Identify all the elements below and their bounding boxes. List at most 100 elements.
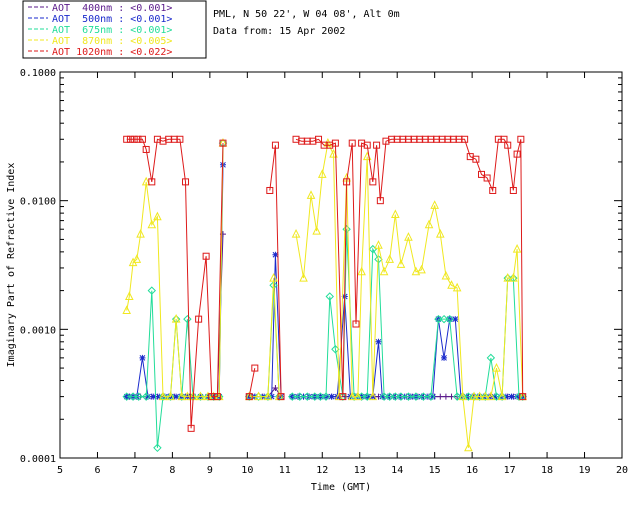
- x-tick-label: 18: [541, 465, 553, 476]
- data-point: [396, 259, 406, 268]
- data-point: [321, 392, 331, 401]
- data-point: [328, 393, 335, 400]
- y-tick-label: 0.1000: [20, 68, 56, 79]
- x-tick-label: 15: [429, 465, 441, 476]
- data-point: [497, 391, 507, 401]
- x-tick-label: 10: [241, 465, 253, 476]
- data-point: [166, 391, 175, 401]
- data-point: [134, 135, 142, 143]
- x-axis-label: Time (GMT): [311, 482, 371, 493]
- data-point: [424, 219, 434, 229]
- data-point: [299, 273, 308, 282]
- data-point: [461, 135, 469, 143]
- data-point: [517, 135, 525, 143]
- data-point: [445, 314, 454, 324]
- data-point: [213, 393, 221, 401]
- data-point: [266, 186, 274, 194]
- data-point: [441, 270, 451, 280]
- series-line: [126, 141, 524, 448]
- data-point: [153, 211, 162, 221]
- series-layer: [122, 135, 528, 453]
- data-point: [458, 391, 468, 401]
- series-aot-1020nm: [123, 135, 527, 432]
- x-axis-ticks: 5 6 7 8 9 10 11 12 13 14 15 16 17 18 19 20: [57, 72, 628, 476]
- data-point: [478, 170, 485, 178]
- data-point: [134, 392, 143, 401]
- data-point: [176, 135, 184, 143]
- data-point: [411, 266, 421, 276]
- x-tick-label: 7: [132, 465, 138, 476]
- data-point: [148, 178, 156, 186]
- y-axis-ticks: 0.0001 0.0010 0.0100 0.1000: [20, 68, 622, 465]
- data-point: [368, 391, 378, 401]
- data-point: [187, 424, 195, 432]
- data-point: [288, 392, 297, 401]
- data-point: [339, 393, 347, 401]
- data-point: [141, 176, 151, 186]
- data-point: [150, 393, 157, 400]
- data-point: [509, 186, 517, 194]
- data-point: [391, 209, 400, 219]
- data-point: [452, 392, 462, 401]
- data-point: [379, 266, 389, 276]
- legend-entry: AOT 870nm : <0.005>: [52, 36, 172, 47]
- data-point: [492, 362, 501, 372]
- data-point: [289, 393, 296, 400]
- data-point: [183, 314, 192, 324]
- data-point: [263, 391, 273, 401]
- data-point: [439, 314, 449, 324]
- info-line: Data from: 15 Apr 2002: [213, 26, 345, 37]
- x-tick-label: 6: [94, 465, 100, 476]
- data-point: [312, 225, 321, 235]
- data-point: [147, 219, 157, 229]
- data-point: [271, 141, 279, 149]
- data-point: [475, 391, 484, 401]
- data-point: [202, 252, 210, 260]
- data-point: [310, 392, 319, 401]
- data-point: [379, 393, 386, 400]
- data-point: [363, 141, 371, 149]
- data-point: [509, 273, 518, 282]
- data-point: [141, 392, 151, 401]
- data-point: [317, 169, 327, 178]
- data-point: [489, 186, 497, 194]
- data-point: [363, 392, 372, 401]
- data-point: [348, 139, 356, 147]
- legend: AOT 400nm : <0.001>AOT 500nm : <0.001>AO…: [22, 0, 207, 59]
- data-point: [452, 316, 459, 323]
- data-point: [177, 391, 187, 401]
- x-tick-label: 20: [616, 465, 628, 476]
- data-point: [375, 338, 382, 345]
- data-point: [203, 391, 213, 401]
- data-point: [183, 391, 192, 401]
- x-tick-label: 19: [579, 465, 591, 476]
- data-point: [254, 391, 263, 401]
- data-point: [447, 280, 456, 289]
- data-point: [196, 391, 205, 401]
- data-point: [472, 155, 480, 163]
- legend-box: [22, 0, 207, 59]
- data-point: [277, 393, 285, 401]
- data-point: [369, 178, 377, 186]
- x-tick-label: 14: [391, 465, 403, 476]
- data-point: [306, 190, 316, 199]
- x-tick-label: 12: [316, 465, 328, 476]
- data-point: [182, 178, 190, 186]
- data-point: [145, 393, 152, 400]
- data-point: [452, 282, 462, 292]
- data-point: [142, 145, 150, 153]
- data-point: [514, 393, 521, 400]
- data-point: [303, 392, 312, 401]
- data-point: [295, 392, 304, 401]
- data-point: [391, 392, 400, 401]
- data-point: [500, 135, 508, 143]
- x-tick-label: 11: [279, 465, 291, 476]
- data-point: [352, 320, 360, 328]
- data-point: [513, 150, 521, 158]
- series-line: [126, 138, 524, 429]
- y-tick-label: 0.0001: [20, 454, 56, 465]
- data-point: [376, 197, 384, 205]
- data-point: [347, 391, 357, 401]
- data-point: [353, 391, 363, 401]
